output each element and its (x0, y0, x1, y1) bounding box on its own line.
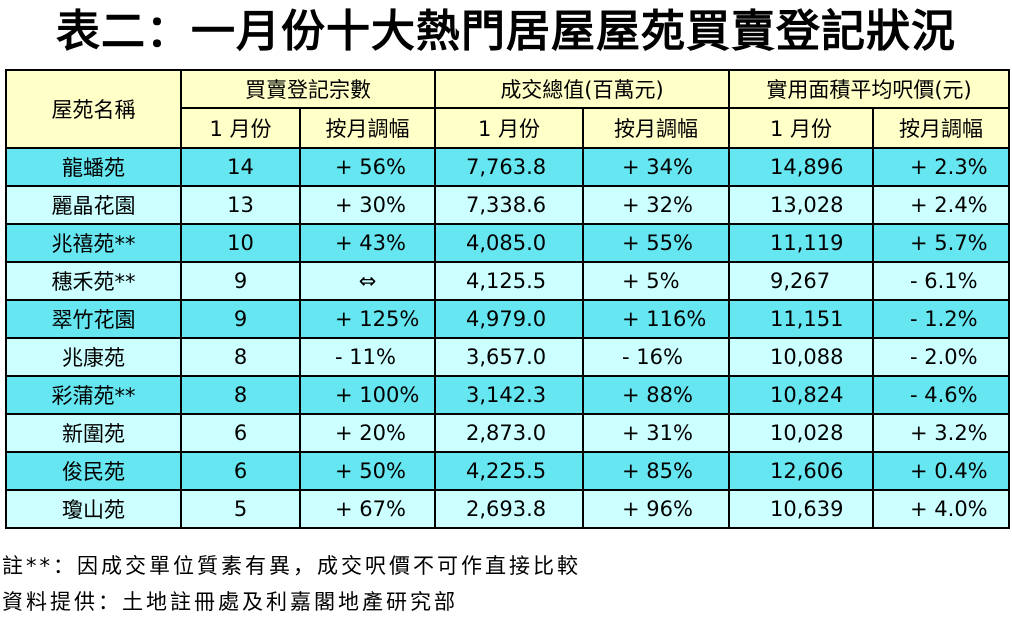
estate-name-cell: 俊民苑 (5, 451, 182, 491)
price-change-cell: - 4.6% (872, 375, 1011, 415)
avg-price-cell: 14,896 (728, 147, 875, 187)
document-title: 表二：一月份十大熱門居屋屋苑買賣登記狀況 (56, 6, 956, 57)
estate-name-cell: 彩蒲苑** (5, 375, 182, 415)
value-change-cell: - 16% (581, 337, 731, 377)
price-change-cell: - 2.0% (872, 337, 1011, 377)
header-avg-price: 實用面積平均呎價(元) (728, 69, 1011, 109)
registration-count-cell: 10 (180, 223, 301, 263)
table-row: 新圍苑 6 + 20% 2,873.0 + 31% 10,028 + 3.2% (5, 413, 1011, 453)
table-row: 穗禾苑** 9 ⇔ 4,125.5 + 5% 9,267 - 6.1% (5, 261, 1011, 301)
table-row: 俊民苑 6 + 50% 4,225.5 + 85% 12,606 + 0.4% (5, 451, 1011, 491)
price-change-cell: - 6.1% (872, 261, 1011, 301)
registration-table: 屋苑名稱 買賣登記宗數 成交總值(百萬元) 實用面積平均呎價(元) 1 月份 按… (5, 69, 1011, 529)
value-change-cell: + 85% (581, 451, 731, 491)
header-registrations-january: 1 月份 (180, 107, 301, 149)
registration-change-cell: + 43% (299, 223, 436, 263)
price-change-cell: + 0.4% (872, 451, 1011, 491)
registration-change-cell: + 50% (299, 451, 436, 491)
transaction-value-cell: 4,085.0 (434, 223, 584, 263)
avg-price-cell: 10,028 (728, 413, 875, 453)
registration-change-cell: ⇔ (299, 261, 436, 301)
value-change-cell: + 88% (581, 375, 731, 415)
value-change-cell: + 55% (581, 223, 731, 263)
table-row: 龍蟠苑 14 + 56% 7,763.8 + 34% 14,896 + 2.3% (5, 147, 1011, 187)
avg-price-cell: 11,119 (728, 223, 875, 263)
transaction-value-cell: 4,225.5 (434, 451, 584, 491)
header-value-mom: 按月調幅 (581, 107, 731, 149)
registration-count-cell: 6 (180, 451, 301, 491)
price-change-cell: + 2.3% (872, 147, 1011, 187)
transaction-value-cell: 4,979.0 (434, 299, 584, 339)
transaction-value-cell: 2,693.8 (434, 489, 584, 529)
transaction-value-cell: 3,657.0 (434, 337, 584, 377)
table-row: 瓊山苑 5 + 67% 2,693.8 + 96% 10,639 + 4.0% (5, 489, 1011, 529)
avg-price-cell: 10,639 (728, 489, 875, 529)
estate-name-cell: 穗禾苑** (5, 261, 182, 301)
estate-name-cell: 兆康苑 (5, 337, 182, 377)
avg-price-cell: 9,267 (728, 261, 875, 301)
avg-price-cell: 13,028 (728, 185, 875, 225)
table-row: 麗晶花園 13 + 30% 7,338.6 + 32% 13,028 + 2.4… (5, 185, 1011, 225)
price-change-cell: + 4.0% (872, 489, 1011, 529)
value-change-cell: + 34% (581, 147, 731, 187)
avg-price-cell: 11,151 (728, 299, 875, 339)
registration-change-cell: - 11% (299, 337, 436, 377)
header-registrations: 買賣登記宗數 (180, 69, 436, 109)
estate-name-cell: 麗晶花園 (5, 185, 182, 225)
value-change-cell: + 32% (581, 185, 731, 225)
registration-change-cell: + 125% (299, 299, 436, 339)
estate-name-cell: 新圍苑 (5, 413, 182, 453)
header-estate-name: 屋苑名稱 (5, 69, 182, 149)
registration-count-cell: 9 (180, 261, 301, 301)
estate-name-cell: 瓊山苑 (5, 489, 182, 529)
registration-count-cell: 9 (180, 299, 301, 339)
table-row: 兆康苑 8 - 11% 3,657.0 - 16% 10,088 - 2.0% (5, 337, 1011, 377)
table-row: 兆禧苑** 10 + 43% 4,085.0 + 55% 11,119 + 5.… (5, 223, 1011, 263)
header-price-mom: 按月調幅 (872, 107, 1011, 149)
footnote: 註**：因成交單位質素有異，成交呎價不可作直接比較 (2, 554, 581, 578)
avg-price-cell: 12,606 (728, 451, 875, 491)
source-note: 資料提供：土地註冊處及利嘉閣地產研究部 (2, 590, 458, 614)
registration-count-cell: 14 (180, 147, 301, 187)
header-price-january: 1 月份 (728, 107, 875, 149)
transaction-value-cell: 3,142.3 (434, 375, 584, 415)
value-change-cell: + 31% (581, 413, 731, 453)
price-change-cell: - 1.2% (872, 299, 1011, 339)
avg-price-cell: 10,824 (728, 375, 875, 415)
registration-count-cell: 8 (180, 375, 301, 415)
estate-name-cell: 龍蟠苑 (5, 147, 182, 187)
table-row: 彩蒲苑** 8 + 100% 3,142.3 + 88% 10,824 - 4.… (5, 375, 1011, 415)
price-change-cell: + 3.2% (872, 413, 1011, 453)
transaction-value-cell: 2,873.0 (434, 413, 584, 453)
header-value-january: 1 月份 (434, 107, 584, 149)
price-change-cell: + 5.7% (872, 223, 1011, 263)
registration-change-cell: + 56% (299, 147, 436, 187)
value-change-cell: + 116% (581, 299, 731, 339)
registration-count-cell: 5 (180, 489, 301, 529)
header-registrations-mom: 按月調幅 (299, 107, 436, 149)
registration-count-cell: 13 (180, 185, 301, 225)
header-transaction-value: 成交總值(百萬元) (433, 69, 731, 109)
value-change-cell: + 5% (581, 261, 731, 301)
estate-name-cell: 兆禧苑** (5, 223, 182, 263)
table-row: 翠竹花園 9 + 125% 4,979.0 + 116% 11,151 - 1.… (5, 299, 1011, 339)
registration-count-cell: 6 (180, 413, 301, 453)
avg-price-cell: 10,088 (728, 337, 875, 377)
price-change-cell: + 2.4% (872, 185, 1011, 225)
registration-change-cell: + 20% (299, 413, 436, 453)
value-change-cell: + 96% (581, 489, 731, 529)
transaction-value-cell: 7,763.8 (434, 147, 584, 187)
registration-count-cell: 8 (180, 337, 301, 377)
transaction-value-cell: 4,125.5 (434, 261, 584, 301)
registration-change-cell: + 67% (299, 489, 436, 529)
registration-change-cell: + 30% (299, 185, 436, 225)
estate-name-cell: 翠竹花園 (5, 299, 182, 339)
registration-change-cell: + 100% (299, 375, 436, 415)
transaction-value-cell: 7,338.6 (434, 185, 584, 225)
